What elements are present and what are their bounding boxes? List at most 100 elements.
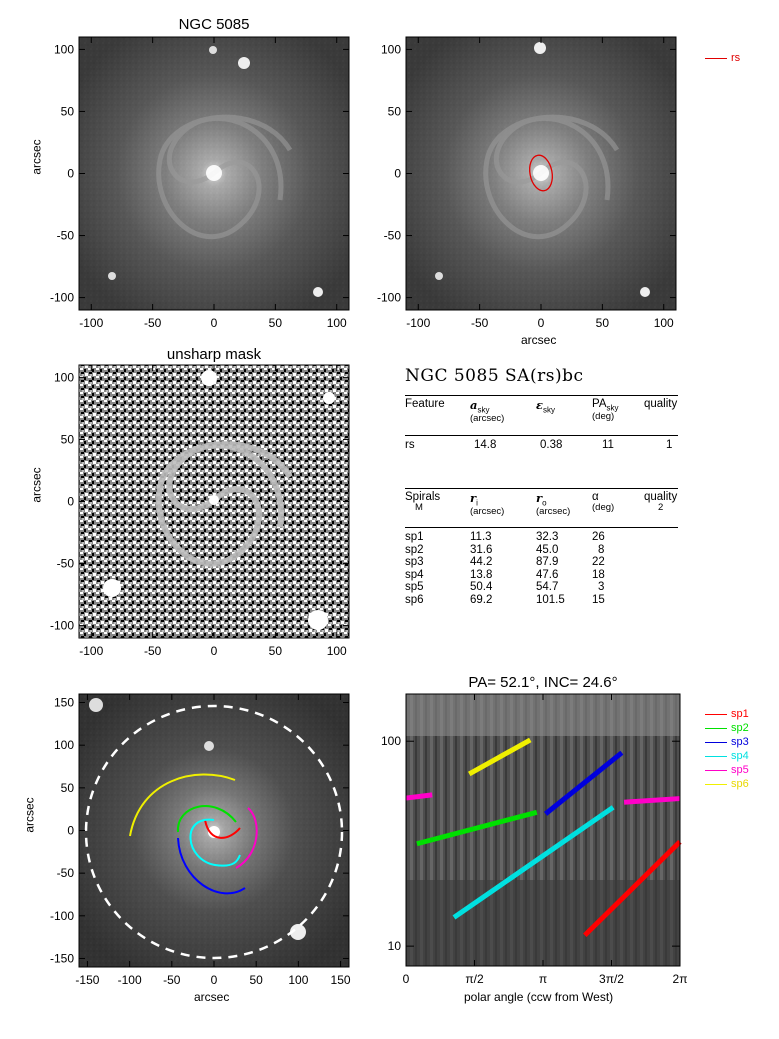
table-row: sp2 31.6 45.0 8 <box>405 543 605 556</box>
y-tick-label: 50 <box>388 104 402 118</box>
arc-sp1 <box>204 819 241 839</box>
panel1-title: NGC 5085 <box>178 16 250 33</box>
col-ri: ri (arcsec) <box>470 491 505 518</box>
panel2-xlabel: arcsec <box>521 333 557 347</box>
legend-label: rs <box>731 52 741 64</box>
table-row: sp5 50.4 54.7 3 <box>405 581 605 594</box>
table-row: sp3 44.2 87.9 22 <box>405 556 605 569</box>
y-tick-label: 100 <box>381 42 401 56</box>
y-tick-label: 50 <box>61 781 75 795</box>
arc-sp3 <box>177 837 246 895</box>
x-tick-label: 0 <box>403 972 410 986</box>
col-alpha: α (deg) <box>592 491 615 513</box>
divider <box>405 488 678 489</box>
divider <box>405 527 678 528</box>
legend-item-sp4: sp4 <box>705 749 749 763</box>
divider <box>405 395 678 396</box>
x-tick-label: π/2 <box>465 972 484 986</box>
legend-label: sp6 <box>731 778 749 790</box>
x-tick-label: 3π/2 <box>599 972 624 986</box>
x-tick-label: -150 <box>75 973 99 987</box>
x-tick-label: -50 <box>163 973 181 987</box>
y-tick-label: 100 <box>54 738 74 752</box>
legend-swatch <box>705 783 727 785</box>
x-tick-label: 0 <box>211 973 218 987</box>
panel3-ylabel: arcsec <box>29 467 44 503</box>
legend-item-sp5: sp5 <box>705 763 749 777</box>
cell: 1 <box>666 439 673 451</box>
y-tick-label: 0 <box>67 824 74 838</box>
y-tick-label: 150 <box>54 696 74 710</box>
cell: 11 <box>602 439 614 451</box>
cell: rs <box>405 439 415 451</box>
arc-sp2 <box>176 805 237 833</box>
x-tick-label: -50 <box>471 316 489 330</box>
cell: 14.8 <box>474 439 497 451</box>
spirals-header: Spirals M ri (arcsec) ro (arcsec) α (deg) qu… <box>405 491 678 517</box>
x-tick-label: 50 <box>596 316 610 330</box>
x-tick-label: -100 <box>79 316 103 330</box>
col-feature: Feature <box>405 398 445 410</box>
rs-ellipse <box>529 154 553 192</box>
col-pa-sky: PAsky (deg) <box>592 398 619 423</box>
x-tick-label: -100 <box>79 644 103 658</box>
legend-swatch <box>705 755 727 757</box>
y-tick-label: 0 <box>394 167 401 181</box>
spirals-table: sp1 11.3 32.3 26 sp2 31.6 45.0 8 sp3 44.2 87.9 22… <box>405 531 678 607</box>
x-tick-label: -100 <box>406 316 430 330</box>
info-title: NGC 5085 SA(rs)bc <box>405 366 584 386</box>
y-tick-label: -50 <box>57 229 75 243</box>
table-row: sp4 13.8 47.6 18 <box>405 568 605 581</box>
y-tick-label: -50 <box>57 866 75 880</box>
panel3-image <box>79 365 349 638</box>
y-tick-label: 50 <box>61 432 75 446</box>
legend-item-rs: rs <box>705 51 740 65</box>
y-tick-label: -100 <box>377 291 401 305</box>
table-row: sp1 11.3 32.3 26 <box>405 531 605 543</box>
x-tick-label: 100 <box>654 316 674 330</box>
y-tick-label: -100 <box>50 619 74 633</box>
divider <box>405 435 678 436</box>
y-tick-label: 100 <box>54 42 74 56</box>
panel6-title: PA= 52.1°, INC= 24.6° <box>468 674 618 691</box>
col-spirals: Spirals M <box>405 491 441 513</box>
arc-sp6 <box>129 773 236 837</box>
table-row: sp6 69.2 101.5 15 <box>405 593 605 606</box>
panel5-xlabel: arcsec <box>194 990 230 1004</box>
panel2-image <box>406 37 676 310</box>
panel1-image <box>79 37 349 310</box>
x-tick-label: 50 <box>269 316 283 330</box>
col-ro: ro (arcsec) <box>536 491 571 518</box>
x-tick-label: 0 <box>211 316 218 330</box>
legend-item-sp1: sp1 <box>705 707 749 721</box>
y-tick-label: -50 <box>57 557 75 571</box>
legend-label: sp3 <box>731 736 749 748</box>
x-tick-label: 100 <box>288 973 308 987</box>
y-tick-label: 0 <box>67 167 74 181</box>
panel1-ylabel: arcsec <box>29 139 44 175</box>
x-tick-label: -50 <box>144 316 162 330</box>
x-tick-label: -50 <box>144 644 162 658</box>
x-tick-label: 50 <box>250 973 264 987</box>
x-tick-label: 150 <box>331 973 351 987</box>
deprojection-circle <box>84 704 344 960</box>
y-tick-label: 50 <box>61 104 75 118</box>
x-tick-label: 2π <box>673 972 688 986</box>
y-tick-label: 100 <box>381 734 401 748</box>
col-eps-sky: εsky <box>536 398 555 415</box>
series-line-sp1 <box>583 840 682 938</box>
arc-sp5 <box>235 807 258 869</box>
panel6-xlabel: polar angle (ccw from West) <box>464 990 614 1004</box>
series-line-sp5 <box>623 796 681 805</box>
legend-swatch <box>705 57 727 59</box>
legend-swatch <box>705 741 727 743</box>
panel3-title: unsharp mask <box>166 346 262 363</box>
features-header: Feature asky (arcsec) εsky PAsky (deg) qua… <box>405 398 678 424</box>
legend-item-sp2: sp2 <box>705 721 749 735</box>
legend-swatch <box>705 727 727 729</box>
features-table: rs 14.8 0.38 11 1 <box>405 439 678 451</box>
legend-swatch <box>705 713 727 715</box>
legend-item-sp3: sp3 <box>705 735 749 749</box>
col-quality: quality 2 <box>644 491 678 513</box>
